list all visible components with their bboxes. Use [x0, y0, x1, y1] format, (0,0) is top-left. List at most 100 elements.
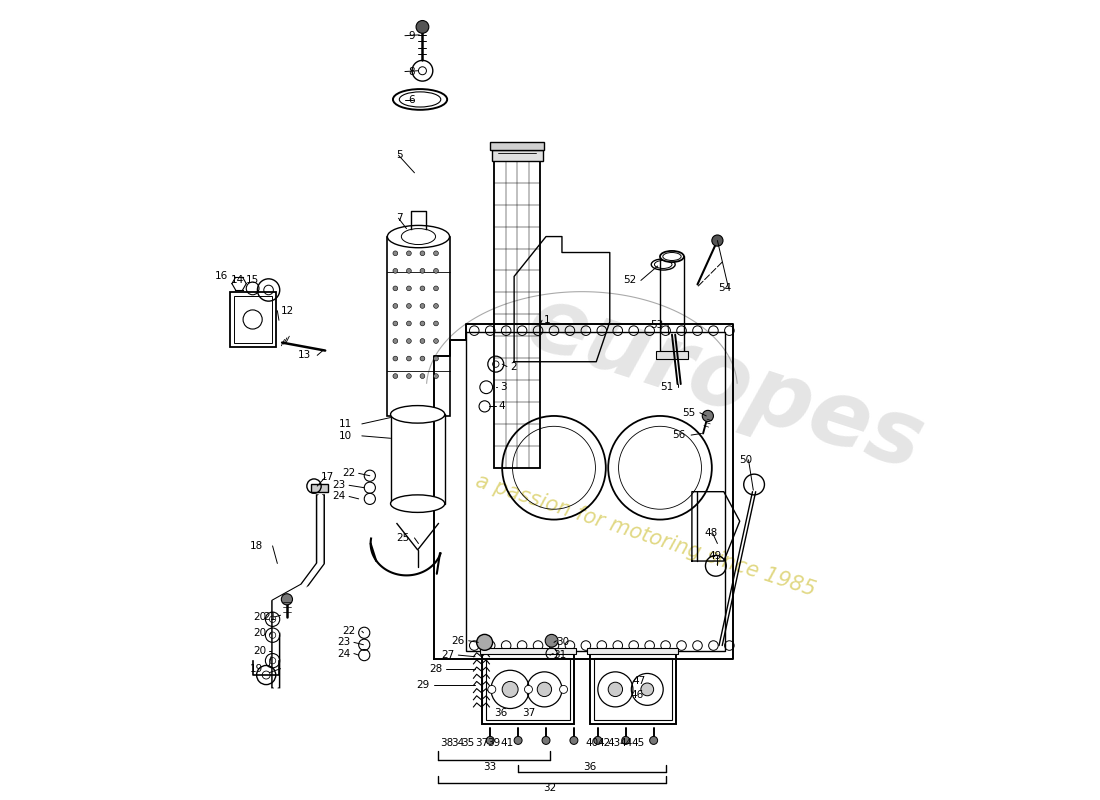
Circle shape	[433, 356, 439, 361]
Bar	[480, 648, 576, 654]
Circle shape	[486, 737, 494, 744]
Circle shape	[393, 286, 398, 290]
Circle shape	[407, 356, 411, 361]
Text: 55: 55	[682, 408, 695, 418]
Text: 50: 50	[739, 454, 752, 465]
Polygon shape	[274, 496, 322, 687]
Circle shape	[570, 737, 578, 744]
Text: 19: 19	[250, 664, 263, 674]
Text: 2: 2	[510, 362, 517, 371]
Circle shape	[393, 356, 398, 361]
Text: 15: 15	[245, 275, 258, 286]
Text: 43: 43	[607, 738, 620, 748]
Text: 5: 5	[396, 150, 403, 160]
Circle shape	[393, 374, 398, 378]
Circle shape	[407, 286, 411, 290]
Bar	[492, 150, 542, 161]
Text: 27: 27	[441, 650, 454, 660]
Text: 36: 36	[495, 707, 508, 718]
Circle shape	[546, 634, 558, 647]
Circle shape	[514, 737, 522, 744]
Text: 48: 48	[704, 528, 717, 538]
Circle shape	[594, 737, 602, 744]
Text: 35: 35	[461, 738, 474, 748]
Text: 22: 22	[342, 626, 355, 636]
Text: 49: 49	[708, 551, 722, 562]
Bar	[587, 648, 679, 654]
Text: 37: 37	[475, 738, 488, 748]
Circle shape	[650, 737, 658, 744]
Ellipse shape	[387, 226, 450, 248]
Circle shape	[537, 682, 551, 697]
Text: a passion for motoring since 1985: a passion for motoring since 1985	[473, 471, 818, 600]
Text: 33: 33	[484, 762, 497, 772]
Bar	[311, 484, 329, 492]
Bar	[656, 350, 688, 358]
Text: 28: 28	[429, 665, 442, 674]
Circle shape	[608, 682, 623, 697]
Text: 26: 26	[451, 636, 464, 646]
Text: 11: 11	[339, 419, 352, 429]
Text: 56: 56	[672, 430, 685, 440]
Text: 46: 46	[630, 690, 645, 700]
Circle shape	[525, 686, 532, 694]
Circle shape	[393, 321, 398, 326]
Circle shape	[433, 338, 439, 343]
Circle shape	[407, 321, 411, 326]
Bar	[466, 332, 725, 651]
Circle shape	[393, 251, 398, 256]
Text: 24: 24	[338, 649, 351, 658]
Text: 12: 12	[280, 306, 294, 316]
Text: 39: 39	[487, 738, 500, 748]
Text: 23: 23	[332, 480, 345, 490]
Circle shape	[503, 682, 518, 698]
Circle shape	[476, 634, 493, 650]
Text: 31: 31	[553, 650, 566, 660]
Text: 22: 22	[342, 468, 355, 478]
Circle shape	[487, 686, 496, 694]
Circle shape	[702, 410, 714, 422]
Circle shape	[433, 269, 439, 274]
Text: 34: 34	[451, 738, 464, 748]
Bar	[233, 296, 272, 342]
Text: 4: 4	[498, 402, 505, 411]
Circle shape	[433, 374, 439, 378]
Text: 20: 20	[253, 628, 266, 638]
Text: 3: 3	[499, 382, 506, 392]
Text: 18: 18	[250, 541, 263, 551]
Text: 20: 20	[253, 612, 266, 622]
Bar	[482, 654, 574, 725]
Circle shape	[420, 303, 425, 308]
Text: 1: 1	[543, 315, 550, 326]
Circle shape	[641, 683, 653, 696]
Circle shape	[407, 338, 411, 343]
Circle shape	[433, 251, 439, 256]
Circle shape	[407, 374, 411, 378]
Bar	[230, 292, 276, 346]
Ellipse shape	[390, 495, 444, 513]
Ellipse shape	[660, 251, 684, 262]
Circle shape	[433, 303, 439, 308]
Circle shape	[393, 338, 398, 343]
Text: 13: 13	[298, 350, 311, 360]
Bar	[590, 654, 676, 725]
Circle shape	[542, 737, 550, 744]
Circle shape	[420, 321, 425, 326]
Text: 38: 38	[440, 738, 453, 748]
Bar	[594, 658, 672, 721]
Text: 40: 40	[585, 738, 598, 748]
Ellipse shape	[390, 406, 444, 423]
Text: 23: 23	[338, 638, 351, 647]
Text: 6: 6	[408, 95, 415, 106]
Text: 54: 54	[718, 283, 732, 294]
Text: 42: 42	[597, 738, 611, 748]
Text: 41: 41	[500, 738, 514, 748]
Circle shape	[420, 338, 425, 343]
Text: 24: 24	[332, 491, 345, 502]
Text: europes: europes	[516, 278, 935, 490]
Text: 45: 45	[631, 738, 645, 748]
Circle shape	[407, 303, 411, 308]
Circle shape	[433, 286, 439, 290]
Circle shape	[560, 686, 568, 694]
Circle shape	[420, 374, 425, 378]
